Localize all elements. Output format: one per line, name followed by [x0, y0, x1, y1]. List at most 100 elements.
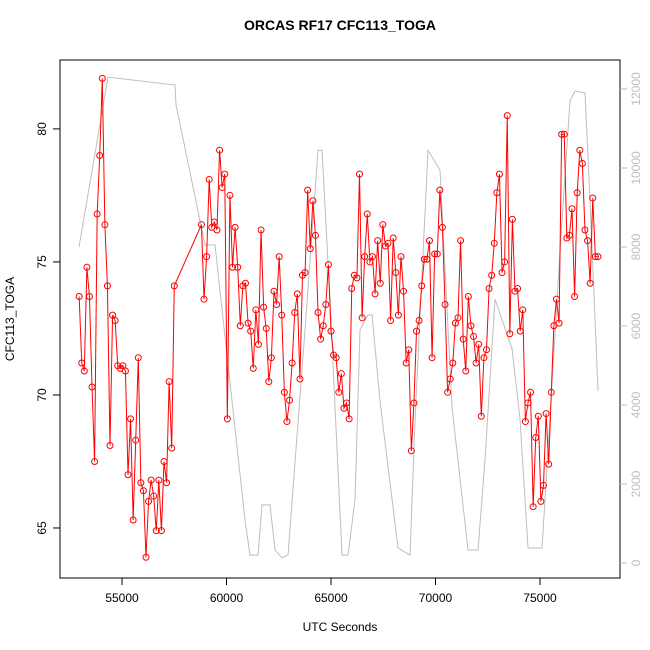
y-axis-label: CFC113_TOGA [3, 277, 17, 361]
x-tick-label: 65000 [314, 591, 348, 605]
data-point [581, 226, 589, 234]
data-point [433, 250, 441, 258]
y2-tick-label: 12000 [629, 72, 643, 106]
data-point [205, 175, 213, 183]
y-tick-label: 70 [35, 388, 49, 402]
data-point [394, 311, 402, 319]
data-point [571, 293, 579, 301]
data-point [304, 186, 312, 194]
data-point [121, 367, 129, 375]
data-point [420, 255, 428, 263]
data-point [480, 354, 488, 362]
data-point [558, 130, 566, 138]
data-point [542, 410, 550, 418]
y-tick-label: 65 [35, 521, 49, 535]
data-point [231, 223, 239, 231]
data-point [591, 253, 599, 261]
data-point [578, 159, 586, 167]
data-point [283, 418, 291, 426]
data-point [93, 210, 101, 218]
data-point [106, 442, 114, 450]
data-point [343, 399, 351, 407]
data-point [275, 253, 283, 261]
data-point [197, 221, 205, 229]
data-point [221, 170, 229, 178]
data-point [319, 322, 327, 330]
data-point [436, 186, 444, 194]
data-point [488, 271, 496, 279]
data-point [170, 282, 178, 290]
data-point [400, 287, 408, 295]
y-tick-label: 80 [35, 122, 49, 136]
data-point [286, 396, 294, 404]
data-point [257, 226, 265, 234]
data-point [415, 316, 423, 324]
data-point [356, 170, 364, 178]
data-point [98, 74, 106, 82]
data-point [200, 295, 208, 303]
data-point [210, 218, 218, 226]
data-point [75, 293, 83, 301]
data-point [446, 375, 454, 383]
data-point [586, 279, 594, 287]
x-tick-label: 60000 [210, 591, 244, 605]
data-point [80, 367, 88, 375]
data-point [402, 359, 410, 367]
data-point [470, 332, 478, 340]
x-tick-label: 55000 [105, 591, 139, 605]
data-point [472, 359, 480, 367]
data-point [589, 194, 597, 202]
data-point [418, 282, 426, 290]
y2-tick-label: 6000 [629, 312, 643, 339]
data-point [482, 346, 490, 354]
y2-tick-label: 0 [629, 559, 643, 566]
data-point [524, 399, 532, 407]
data-point [552, 295, 560, 303]
data-point [301, 269, 309, 277]
data-point [337, 370, 345, 378]
data-point [521, 418, 529, 426]
data-point [288, 359, 296, 367]
data-point [345, 415, 353, 423]
data-point [467, 322, 475, 330]
data-point [501, 258, 509, 266]
data-point [252, 306, 260, 314]
data-point [309, 197, 317, 205]
data-point [508, 215, 516, 223]
data-point [532, 434, 540, 442]
data-point [547, 388, 555, 396]
data-point [78, 359, 86, 367]
data-point [503, 112, 511, 120]
data-point [374, 237, 382, 245]
data-point [139, 487, 147, 495]
data-point [142, 553, 150, 561]
data-point [223, 415, 231, 423]
data-point [296, 375, 304, 383]
data-point [218, 183, 226, 191]
data-point [262, 324, 270, 332]
data-point [280, 388, 288, 396]
data-point [241, 279, 249, 287]
data-point [267, 354, 275, 362]
data-point [129, 516, 137, 524]
data-point [457, 237, 465, 245]
data-point [134, 354, 142, 362]
data-point [160, 457, 168, 465]
data-point [361, 253, 369, 261]
data-point [368, 253, 376, 261]
data-point [91, 457, 99, 465]
data-point [534, 412, 542, 420]
data-point [454, 314, 462, 322]
data-point [155, 476, 163, 484]
data-point [247, 327, 255, 335]
data-point [127, 415, 135, 423]
data-point [278, 311, 286, 319]
data-point [103, 282, 111, 290]
data-point [203, 253, 211, 261]
data-point [376, 279, 384, 287]
data-point [407, 447, 415, 455]
data-point [389, 234, 397, 242]
data-point [229, 263, 237, 271]
y2-tick-label: 2000 [629, 470, 643, 497]
